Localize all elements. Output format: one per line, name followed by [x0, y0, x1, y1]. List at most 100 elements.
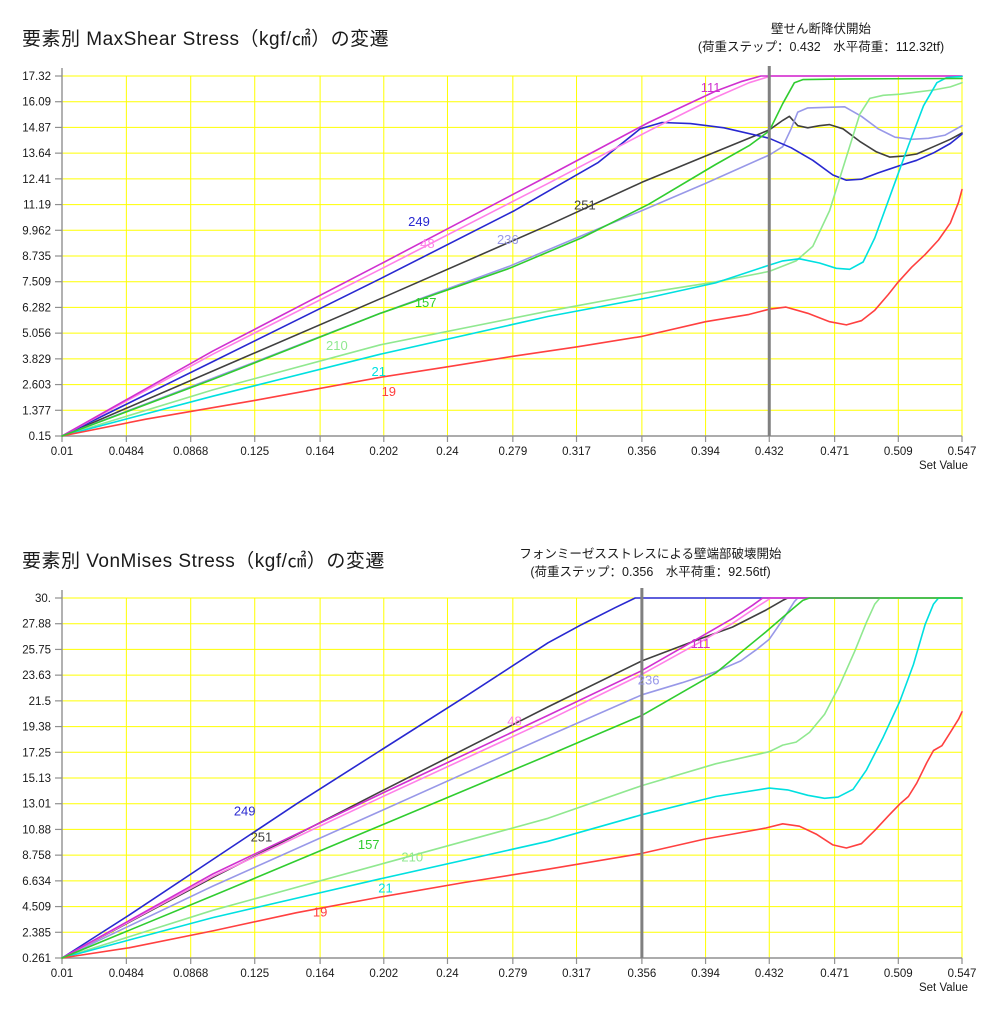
x-tick-label: 0.125: [240, 446, 269, 458]
y-tick-label: 19.38: [22, 722, 51, 734]
y-tick-label: 1.377: [22, 405, 51, 417]
x-tick-label: 0.202: [369, 968, 398, 980]
series-157-line: [61, 77, 963, 437]
x-tick-label: 0.0868: [173, 968, 208, 980]
y-tick-label: 30.: [35, 593, 51, 605]
vonmises-chart-title: 要素別 VonMises Stress（kgf/㎠）の変遷: [22, 551, 385, 572]
y-tick-label: 15.13: [22, 773, 51, 785]
series-236-line: [61, 106, 963, 437]
y-tick-label: 23.63: [22, 670, 51, 682]
maxshear-chart-title: 要素別 MaxShear Stress（kgf/㎠）の変遷: [22, 29, 390, 50]
series-48-line: [61, 75, 963, 437]
shear-yield-event-label: 壁せん断降伏開始: [770, 22, 871, 36]
vonmises-failure-annotation: フォンミーゼスストレスによる壁端部破壊開始 (荷重ステップ：0.356 水平荷重…: [478, 545, 823, 581]
x-tick-label: 0.01: [51, 446, 73, 458]
x-tick-label: 0.394: [691, 446, 720, 458]
series-251-line: [61, 115, 963, 437]
y-tick-label: 12.41: [22, 174, 51, 186]
x-tick-label: 0.471: [820, 446, 849, 458]
series-48-line: [61, 597, 963, 959]
y-tick-label: 14.87: [22, 122, 51, 134]
series-21-line: [61, 75, 963, 437]
y-tick-label: 25.75: [22, 644, 51, 656]
x-tick-label: 0.509: [884, 446, 913, 458]
series-210-label: 210: [326, 338, 348, 353]
y-tick-label: 8.735: [22, 251, 51, 263]
x-tick-label: 0.547: [948, 446, 977, 458]
x-tick-label: 0.01: [51, 968, 73, 980]
series-21-label: 21: [378, 881, 392, 896]
x-tick-label: 0.0868: [173, 446, 208, 458]
y-tick-label: 17.25: [22, 747, 51, 759]
series-249-label: 249: [234, 804, 256, 819]
shear-yield-annotation: 壁せん断降伏開始 (荷重ステップ：0.432 水平荷重：112.32tf): [692, 20, 950, 56]
x-tick-label: 0.24: [436, 446, 459, 458]
y-tick-label: 13.01: [22, 799, 51, 811]
y-tick-label: 16.09: [22, 97, 51, 109]
series-111-line: [61, 75, 963, 437]
y-tick-label: 9.962: [22, 225, 51, 237]
y-tick-label: 21.5: [29, 696, 51, 708]
x-tick-label: 0.24: [436, 968, 459, 980]
series-48-label: 48: [420, 236, 434, 251]
x-tick-label: 0.164: [306, 446, 335, 458]
series-249-line: [61, 597, 963, 959]
y-tick-label: 0.261: [22, 953, 51, 965]
series-111-label: 111: [701, 80, 721, 95]
series-19-line: [61, 188, 963, 437]
series-157-label: 157: [415, 295, 437, 310]
y-tick-label: 17.32: [22, 71, 51, 83]
x-axis-title: Set Value: [919, 982, 968, 994]
y-tick-label: 10.88: [22, 824, 51, 836]
series-111-label: 111: [691, 636, 711, 651]
vonmises-failure-step-load: (荷重ステップ：0.356 水平荷重：92.56tf): [530, 565, 771, 579]
y-tick-label: 8.758: [22, 850, 51, 862]
series-236-label: 236: [497, 232, 519, 247]
y-tick-label: 4.509: [22, 902, 51, 914]
maxshear-plot: 17.32 16.09 14.87 13.64 12.41 11.19 9.962 8.735…: [22, 66, 977, 472]
y-tick-label: 13.64: [22, 148, 51, 160]
x-tick-label: 0.356: [627, 446, 656, 458]
series-111-line: [61, 597, 963, 959]
x-tick-label: 0.471: [820, 968, 849, 980]
x-tick-label: 0.0484: [109, 968, 145, 980]
series-157-line: [61, 597, 963, 959]
y-tick-label: 11.19: [23, 200, 51, 212]
x-tick-label: 0.394: [691, 968, 720, 980]
series-210-label: 210: [401, 850, 423, 865]
x-tick-label: 0.202: [369, 446, 398, 458]
series-210-line: [61, 597, 963, 959]
x-tick-label: 0.279: [498, 446, 527, 458]
y-tick-label: 7.509: [22, 277, 51, 289]
series-249-label: 249: [408, 214, 430, 229]
series-19-line: [61, 711, 963, 959]
y-tick-label: 6.282: [22, 302, 51, 314]
shear-yield-step-load: (荷重ステップ：0.432 水平荷重：112.32tf): [697, 40, 945, 54]
x-tick-label: 0.432: [755, 968, 784, 980]
y-tick-label: 6.634: [22, 876, 51, 888]
series-21-line: [61, 597, 963, 959]
x-tick-label: 0.279: [498, 968, 527, 980]
series-236-line: [61, 597, 963, 959]
series-19-label: 19: [382, 384, 396, 399]
x-tick-label: 0.547: [948, 968, 977, 980]
y-tick-label: 0.15: [29, 431, 51, 443]
y-tick-label: 3.829: [22, 354, 51, 366]
y-tick-label: 2.603: [22, 380, 51, 392]
series-251-label: 251: [574, 197, 596, 212]
series-19-label: 19: [313, 905, 327, 920]
maxshear-chart-section: 要素別 MaxShear Stress（kgf/㎠）の変遷 壁せん断降伏開始 (…: [0, 0, 990, 502]
series-251-label: 251: [251, 830, 273, 845]
y-tick-label: 5.056: [22, 328, 51, 340]
vonmises-failure-event-label: フォンミーゼスストレスによる壁端部破壊開始: [519, 547, 782, 561]
x-tick-label: 0.317: [562, 968, 591, 980]
vonmises-plot: 30. 27.88 25.75 23.63 21.5 19.38 17.25 15.13 13.…: [22, 588, 977, 994]
series-48-label: 48: [507, 713, 521, 728]
series-157-label: 157: [358, 837, 380, 852]
x-axis-title: Set Value: [919, 460, 968, 472]
x-tick-label: 0.356: [627, 968, 656, 980]
x-tick-label: 0.164: [306, 968, 335, 980]
series-249-line: [61, 121, 963, 437]
y-tick-label: 27.88: [22, 619, 51, 631]
